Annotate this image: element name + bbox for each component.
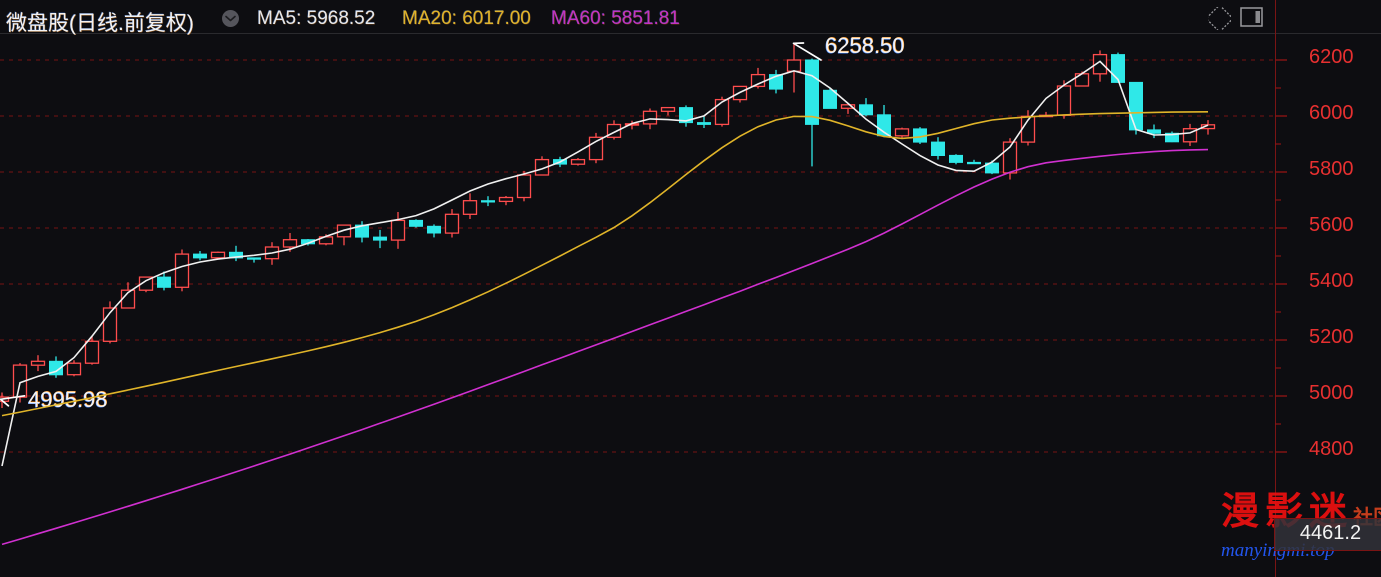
svg-text:6258.50: 6258.50 (825, 34, 905, 58)
